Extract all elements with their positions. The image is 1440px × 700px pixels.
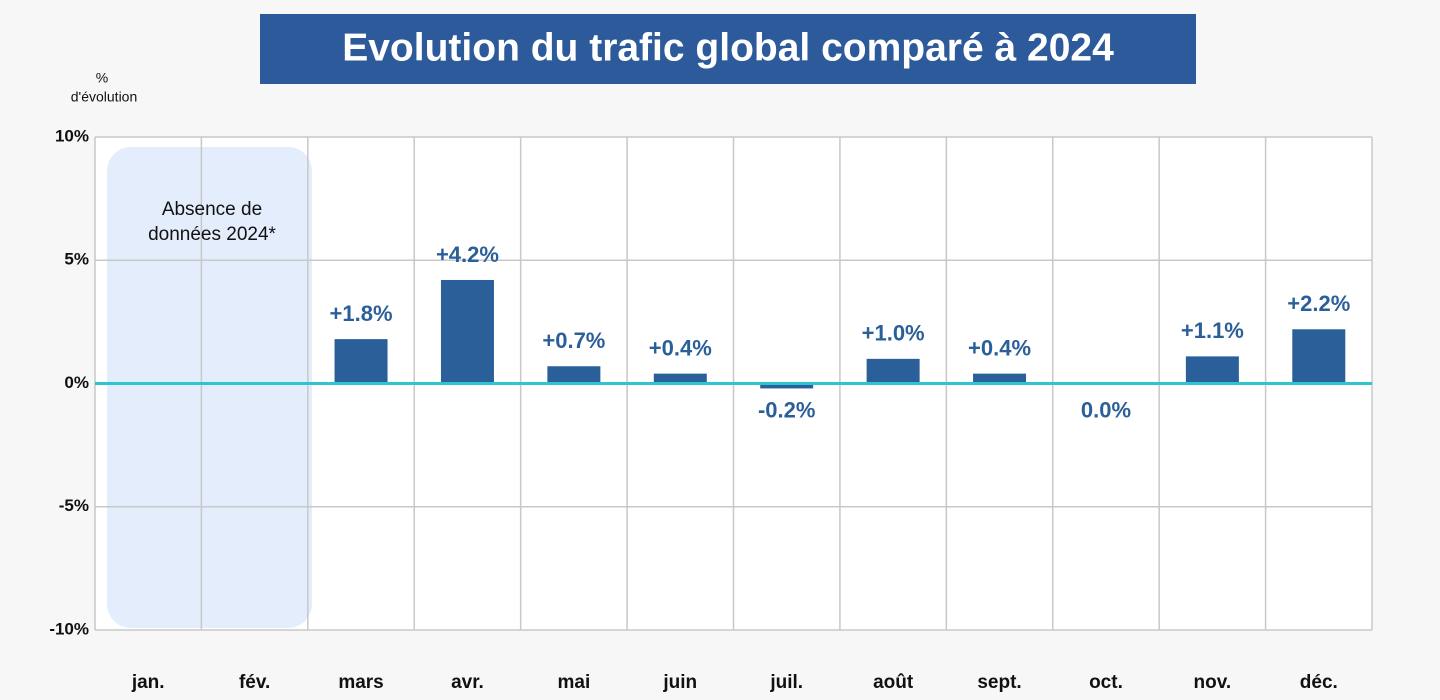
value-label: +4.2% — [436, 242, 499, 267]
annotation: données 2024* — [148, 224, 276, 245]
y-axis-label: % — [96, 70, 108, 86]
value-label: +0.4% — [968, 335, 1031, 360]
no-data-region — [107, 147, 312, 628]
chart-title: Evolution du trafic global comparé à 202… — [342, 26, 1114, 69]
y-tick-label: 5% — [64, 250, 89, 269]
x-tick-label: avr. — [451, 672, 484, 693]
annotation: Absence de — [162, 199, 262, 220]
x-tick-label: sept. — [977, 672, 1021, 693]
value-label: +2.2% — [1287, 291, 1350, 316]
value-label: 0.0% — [1081, 397, 1131, 422]
y-tick-label: -5% — [59, 496, 89, 515]
value-label: -0.2% — [758, 397, 815, 422]
value-label: +1.8% — [330, 301, 393, 326]
bar — [866, 358, 920, 384]
value-label: +0.7% — [542, 328, 605, 353]
x-tick-label: juin — [662, 672, 697, 693]
bar — [653, 373, 707, 384]
bar — [973, 373, 1027, 384]
x-tick-label: juil. — [769, 672, 803, 693]
y-tick-label: 0% — [64, 373, 89, 392]
y-tick-label: -10% — [49, 619, 89, 638]
bar — [547, 366, 601, 384]
x-tick-label: nov. — [1194, 672, 1232, 693]
x-tick-label: jan. — [131, 672, 165, 693]
x-tick-label: fév. — [239, 672, 270, 693]
x-tick-label: mars — [338, 672, 383, 693]
bar — [334, 339, 388, 384]
bar — [1185, 356, 1239, 384]
y-tick-label: 10% — [55, 126, 89, 145]
value-label: +1.1% — [1181, 318, 1244, 343]
x-tick-label: août — [873, 672, 914, 693]
title-box — [260, 14, 1196, 84]
x-tick-label: déc. — [1300, 672, 1338, 693]
value-label: +0.4% — [649, 335, 712, 360]
x-tick-label: mai — [558, 672, 591, 693]
y-axis-label: d'évolution — [71, 89, 138, 105]
x-tick-label: oct. — [1089, 672, 1123, 693]
bar — [1292, 329, 1346, 384]
bar — [760, 383, 814, 389]
bar — [440, 279, 494, 384]
value-label: +1.0% — [862, 321, 925, 346]
